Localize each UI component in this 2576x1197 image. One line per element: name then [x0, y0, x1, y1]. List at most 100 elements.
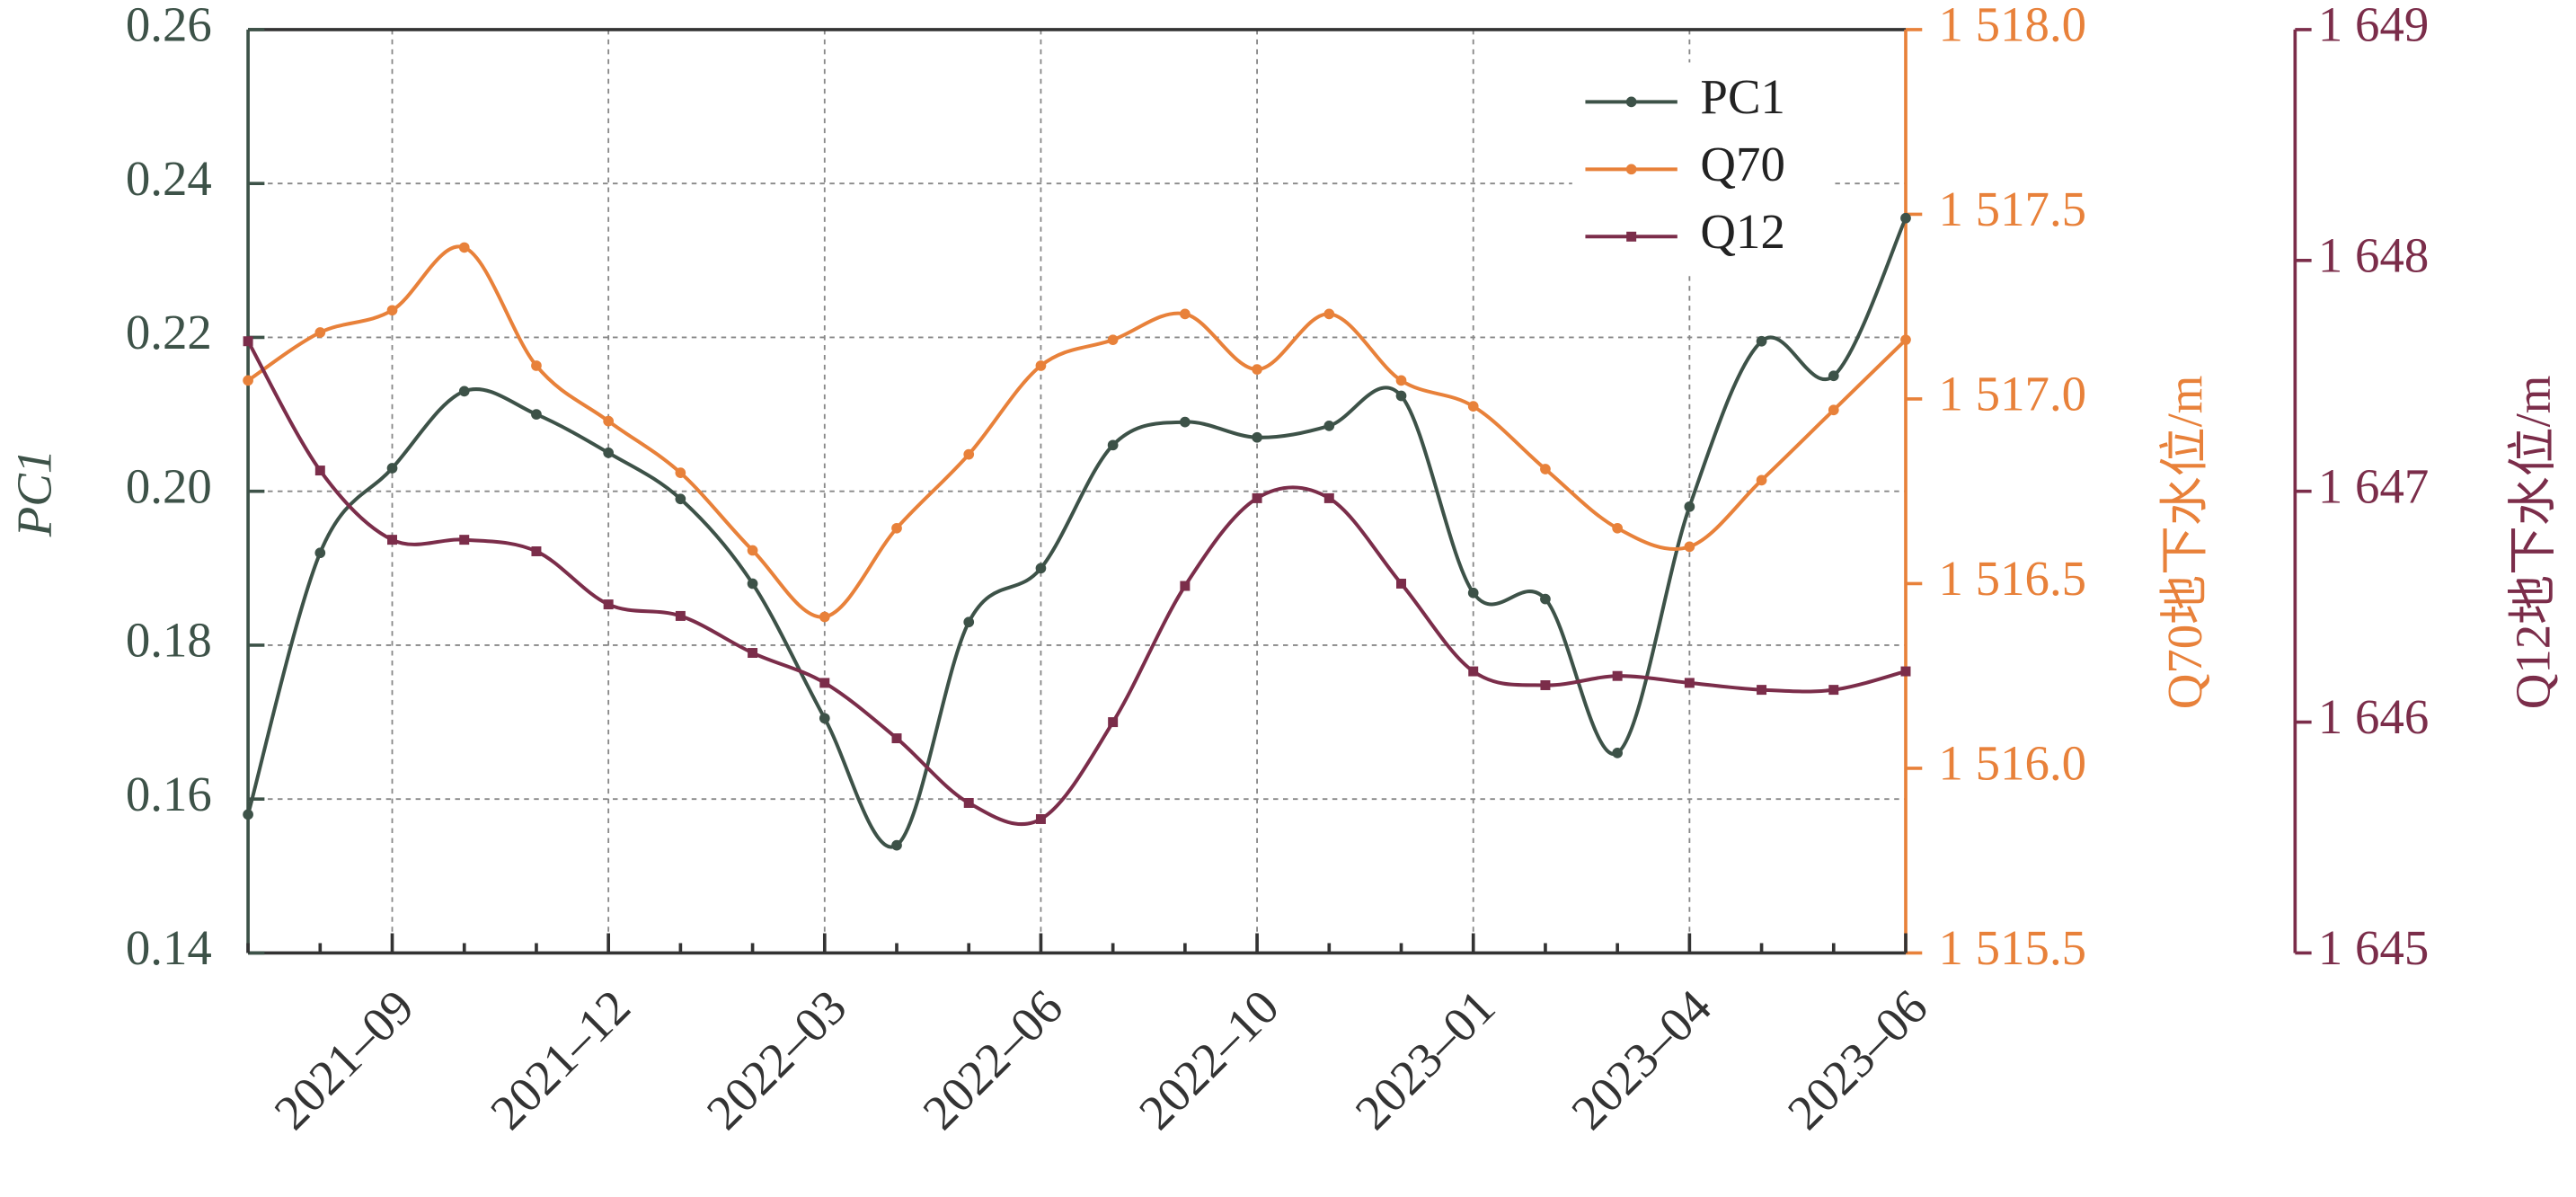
- y-tick-label: 0.22: [126, 305, 212, 359]
- point: [1323, 421, 1335, 431]
- point: [314, 547, 326, 559]
- series-line: [246, 340, 1907, 827]
- point: [1252, 364, 1262, 375]
- point: [1900, 212, 1911, 224]
- point: [243, 375, 253, 386]
- point: [748, 648, 758, 659]
- point: [1540, 464, 1551, 474]
- point: [819, 611, 830, 623]
- point: [531, 546, 542, 556]
- y3-tick-label: 1 647: [2318, 458, 2429, 513]
- y3-axis-title: Q12地下水位/m: [2506, 376, 2561, 710]
- point: [1540, 680, 1551, 690]
- point: [314, 327, 326, 338]
- point: [963, 798, 974, 808]
- point: [891, 733, 902, 744]
- point: [1180, 308, 1191, 320]
- y2-axis-title: Q70地下水位/m: [2157, 376, 2212, 710]
- point: [458, 242, 470, 253]
- point: [531, 409, 542, 420]
- point: [1540, 593, 1551, 605]
- point: [1684, 541, 1695, 553]
- point: [963, 616, 975, 628]
- y3-tick-label: 1 648: [2318, 227, 2429, 282]
- y2-tick-label: 1 518.0: [1939, 0, 2087, 52]
- point: [1396, 578, 1406, 589]
- point: [1467, 587, 1479, 598]
- point: [1900, 334, 1911, 346]
- legend-marker: [1625, 96, 1637, 108]
- y-tick-label: 0.18: [126, 613, 212, 668]
- point: [1252, 492, 1262, 503]
- point: [747, 545, 758, 556]
- legend-marker: [1626, 231, 1637, 242]
- y3-tick-label: 1 645: [2318, 920, 2429, 975]
- point: [819, 713, 830, 724]
- point: [386, 463, 398, 474]
- point: [1612, 670, 1623, 681]
- point: [675, 467, 686, 478]
- series-line: [246, 244, 1908, 619]
- point: [1035, 563, 1047, 574]
- point: [891, 839, 902, 851]
- point: [1323, 492, 1334, 503]
- point: [1395, 375, 1407, 386]
- point: [1467, 401, 1479, 412]
- point: [1684, 501, 1695, 512]
- y2-tick-label: 1 516.0: [1939, 736, 2087, 791]
- point: [1107, 334, 1119, 346]
- y2-tick-label: 1 515.5: [1939, 920, 2087, 975]
- point: [747, 578, 758, 590]
- x-tick-label: 2023–06: [1777, 980, 1938, 1140]
- point: [603, 448, 615, 458]
- point: [387, 535, 398, 545]
- point: [1612, 522, 1623, 534]
- point: [603, 599, 614, 610]
- point: [819, 678, 830, 688]
- x-tick-label: 2023–04: [1561, 980, 1722, 1140]
- y-tick-label: 0.20: [126, 458, 212, 513]
- point: [458, 386, 470, 397]
- legend-marker: [1625, 164, 1637, 175]
- point: [603, 415, 615, 427]
- point: [531, 360, 542, 371]
- point: [1828, 370, 1839, 382]
- point: [1612, 747, 1623, 758]
- x-tick-label: 2022–10: [1129, 980, 1289, 1140]
- x-tick-label: 2021–12: [480, 980, 641, 1140]
- y2-tick-label: 1 516.5: [1939, 551, 2087, 606]
- point: [243, 809, 253, 820]
- point: [314, 466, 325, 476]
- x-tick-label: 2022–06: [912, 980, 1073, 1140]
- legend-label: Q12: [1700, 204, 1784, 259]
- point: [1395, 390, 1407, 402]
- point: [459, 535, 470, 545]
- x-tick-label: 2023–01: [1345, 980, 1506, 1140]
- y-tick-label: 0.26: [126, 0, 212, 52]
- x-tick-label: 2021–09: [263, 980, 424, 1140]
- point: [1108, 717, 1119, 728]
- y-tick-label: 0.16: [126, 767, 212, 821]
- series-line: [246, 217, 1908, 849]
- point: [963, 448, 975, 460]
- legend-label: Q70: [1700, 137, 1784, 191]
- y-tick-label: 0.14: [126, 920, 212, 975]
- point: [891, 522, 902, 534]
- y3-tick-label: 1 649: [2318, 0, 2429, 52]
- point: [1107, 439, 1119, 451]
- point: [1828, 685, 1839, 696]
- point: [1180, 416, 1191, 428]
- point: [1756, 474, 1767, 486]
- y3-tick-label: 1 646: [2318, 689, 2429, 744]
- point: [1684, 678, 1695, 688]
- y-tick-label: 0.24: [126, 151, 212, 206]
- point: [1323, 308, 1335, 320]
- point: [1756, 335, 1767, 347]
- point: [1252, 431, 1262, 443]
- point: [386, 305, 398, 316]
- x-tick-label: 2022–03: [696, 980, 857, 1140]
- legend-label: PC1: [1700, 69, 1785, 124]
- point: [1828, 404, 1839, 416]
